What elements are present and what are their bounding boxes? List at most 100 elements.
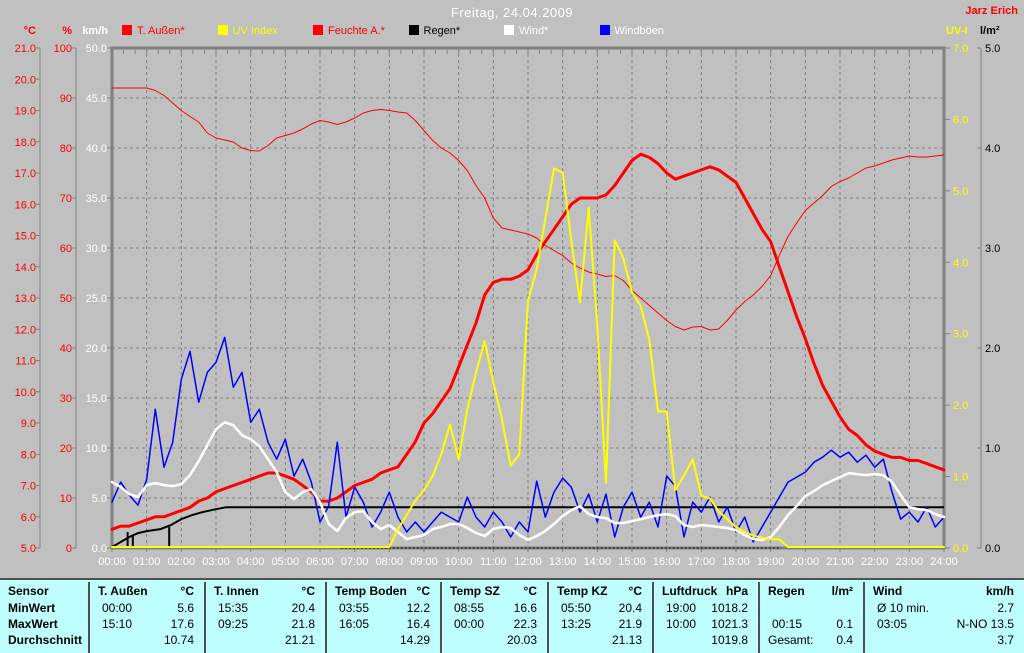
plot-area[interactable] — [112, 48, 944, 548]
stats-table: Sensor MinWert MaxWert Durchschnitt T. Außen… — [0, 578, 1024, 653]
legend-label: Regen* — [423, 25, 461, 37]
table-min-time: Ø 10 min. — [877, 601, 930, 615]
table-divider — [547, 582, 549, 653]
axis-label-temp: 8.0 — [21, 449, 36, 461]
legend-swatch — [217, 25, 228, 35]
axis-label-rain: 3.0 — [985, 243, 1000, 255]
axis-label-uv: 4.0 — [953, 257, 968, 269]
x-axis-label: 18:00 — [722, 556, 750, 568]
table-col-name: T. Innen — [214, 584, 259, 598]
x-axis-label: 24:00 — [930, 556, 958, 568]
series-gusts — [111, 336, 945, 543]
axis-label-uv: 6.0 — [953, 114, 968, 126]
table-divider — [204, 582, 206, 653]
x-axis-label: 23:00 — [896, 556, 924, 568]
watermark-text: Jarz Erich — [965, 5, 1018, 17]
x-axis-label: 04:00 — [237, 556, 265, 568]
axis-label-uv: 3.0 — [953, 329, 968, 341]
axis-label-temp: 17.0 — [15, 168, 36, 180]
axis-label-uv: 0.0 — [953, 543, 968, 555]
axis-label-temp: 7.0 — [21, 481, 36, 493]
axis-header-humidity: % — [62, 25, 72, 37]
legend-label: UV Index — [232, 25, 278, 37]
table-min-value: 16.6 — [513, 601, 537, 615]
series-rain-cumulative — [111, 506, 944, 548]
table-max-time: 13:25 — [561, 617, 592, 631]
x-axis-label: 09:00 — [410, 556, 438, 568]
axis-label-temp: 21.0 — [15, 43, 36, 55]
axis-label-temp: 10.0 — [15, 387, 36, 399]
legend-item-windb-en[interactable]: Windböen — [599, 25, 665, 38]
table-avg-value: 21.21 — [284, 633, 315, 647]
axis-label-temp: 14.0 — [15, 262, 36, 274]
legend-item-feuchte-a[interactable]: Feuchte A.* — [313, 25, 385, 38]
axis-label-rain: 0.0 — [985, 543, 1000, 555]
table-col-unit: °C — [628, 584, 642, 598]
table-col-name: Temp Boden — [335, 584, 407, 598]
table-min-time: 03:55 — [339, 601, 370, 615]
table-avg-label: Gesamt: — [768, 633, 814, 647]
axis-label-humidity: 90 — [60, 93, 72, 105]
x-axis-label: 19:00 — [757, 556, 785, 568]
axis-label-uv: 1.0 — [953, 472, 968, 484]
table-row-label: Sensor — [8, 584, 49, 598]
axis-label-rain: 1.0 — [985, 443, 1000, 455]
table-col-unit: km/h — [985, 584, 1014, 598]
legend: T. Außen* UV Index Feuchte A.* Regen* Wind* W… — [0, 25, 940, 39]
table-min-time: 15:35 — [218, 601, 249, 615]
axis-label-humidity: 0 — [66, 543, 72, 555]
table-avg-value: 1019.8 — [711, 633, 748, 647]
axis-label-temp: 5.0 — [21, 543, 36, 555]
table-avg-value: 10.74 — [163, 633, 194, 647]
axis-label-temp: 12.0 — [15, 324, 36, 336]
series-humidity — [111, 87, 945, 331]
axis-label-rain: 4.0 — [985, 143, 1000, 155]
table-min-time: 08:55 — [454, 601, 485, 615]
table-col-unit: l/m² — [831, 584, 853, 598]
axis-label-wind: 15.0 — [86, 393, 107, 405]
x-axis-label: 21:00 — [826, 556, 854, 568]
axis-header-wind: km/h — [82, 25, 108, 37]
table-divider — [325, 582, 327, 653]
axis-label-wind: 10.0 — [86, 443, 107, 455]
axis-label-humidity: 40 — [60, 343, 72, 355]
table-divider — [88, 582, 90, 653]
series-wind — [110, 421, 946, 542]
table-max-value: 1021.3 — [711, 617, 748, 631]
table-row-label: Durchschnitt — [8, 633, 83, 647]
table-max-value: 21.9 — [618, 617, 642, 631]
legend-label: Windböen — [614, 25, 665, 37]
axis-header-rain: l/m² — [980, 25, 1000, 37]
legend-item-uv-index[interactable]: UV Index — [217, 25, 278, 38]
table-min-value: 12.2 — [406, 601, 430, 615]
legend-item-t-au-en[interactable]: T. Außen* — [122, 25, 185, 38]
table-max-value: N-NO 13.5 — [956, 617, 1014, 631]
table-divider — [758, 582, 760, 653]
x-axis-label: 05:00 — [272, 556, 300, 568]
axis-label-temp: 20.0 — [15, 74, 36, 86]
x-axis-label: 14:00 — [584, 556, 612, 568]
legend-item-regen[interactable]: Regen* — [408, 25, 461, 38]
table-col-unit: °C — [180, 584, 194, 598]
axis-label-humidity: 50 — [60, 293, 72, 305]
table-avg-value: 0.4 — [836, 633, 853, 647]
axis-label-wind: 35.0 — [86, 193, 107, 205]
series-uv — [111, 167, 945, 548]
table-min-value: 20.4 — [618, 601, 642, 615]
table-max-time: 10:00 — [666, 617, 697, 631]
table-avg-value: 3.7 — [997, 633, 1014, 647]
axis-label-wind: 0.0 — [92, 543, 107, 555]
table-col-unit: °C — [523, 584, 537, 598]
axis-header-uv: UV-I — [946, 25, 968, 37]
x-axis-label: 06:00 — [306, 556, 334, 568]
axis-label-humidity: 80 — [60, 143, 72, 155]
table-min-time: 05:50 — [561, 601, 592, 615]
legend-label: Wind* — [519, 25, 549, 37]
axis-label-temp: 6.0 — [21, 512, 36, 524]
table-col-unit: °C — [301, 584, 315, 598]
x-axis-label: 13:00 — [549, 556, 577, 568]
table-avg-value: 21.13 — [611, 633, 642, 647]
legend-item-wind[interactable]: Wind* — [504, 25, 548, 38]
table-min-time: 00:00 — [102, 601, 133, 615]
axis-label-humidity: 20 — [60, 443, 72, 455]
